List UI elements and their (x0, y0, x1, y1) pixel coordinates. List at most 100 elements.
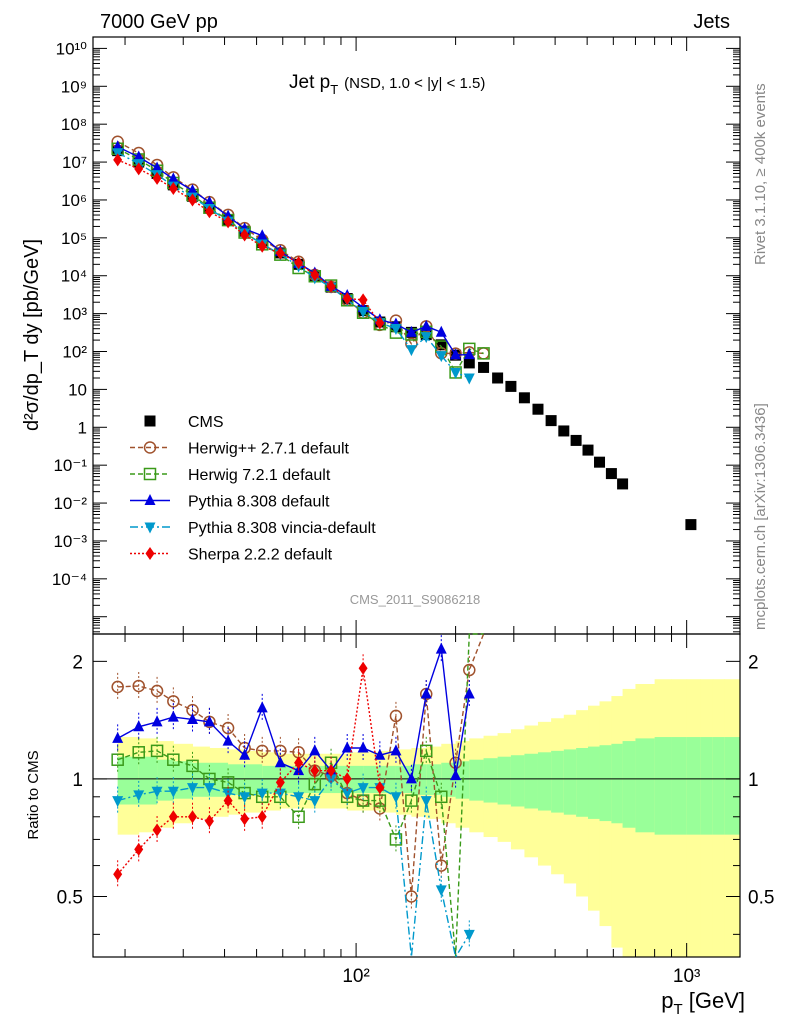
sherpa-2-2-2-default-ratio-point (358, 661, 368, 675)
herwig-2-7-1-default-ratio-point (221, 721, 235, 735)
pythia-8-308-vincia-default-point (450, 367, 462, 379)
sherpa-2-2-2-default-point (168, 182, 178, 196)
sherpa-2-2-2-default-point (326, 279, 336, 293)
inner-band-bin (588, 746, 601, 819)
pythia-8-308-default-ratio-point (222, 734, 234, 746)
sherpa-2-2-2-default-point (310, 268, 320, 282)
sherpa-2-2-2-default-ratio-point (223, 794, 233, 808)
ratio-tick-label: 2 (748, 652, 759, 673)
herwig-7-2-1-default-ratio-point (186, 759, 199, 773)
herwig-7-2-1-default-ratio-point (435, 790, 448, 804)
inner-band-bin (622, 741, 636, 828)
legend-herwig-7-2-1-default-label: Herwig 7.2.1 default (188, 467, 331, 484)
cms-point (518, 392, 530, 404)
legend-sherpa-2-2-2-default-label: Sherpa 2.2.2 default (188, 547, 333, 564)
sherpa-2-2-2-default-ratio-line (117, 668, 381, 875)
inner-band-bin (576, 748, 589, 817)
legend-herwig-2-7-1-default-marker (143, 441, 157, 454)
pythia-8-308-default-ratio-point (450, 769, 462, 781)
x-tick-label: 10³ (673, 966, 700, 987)
y-tick-label: 10 (68, 380, 87, 399)
pythia-8-308-vincia-default-ratio-point (133, 790, 145, 802)
pythia-8-308-default-point (463, 348, 475, 360)
sherpa-2-2-2-default-ratio-point (294, 756, 304, 770)
herwig-2-7-1-default-ratio-point (463, 663, 476, 677)
sherpa-2-2-2-default-ratio-point (204, 814, 214, 828)
sherpa-2-2-2-default-ratio-point (168, 810, 178, 824)
sherpa-2-2-2-default-point (257, 239, 267, 253)
x-axis-label: pT [GeV] (661, 988, 745, 1018)
pythia-8-308-default-point (203, 195, 215, 207)
herwig-2-7-1-default-ratio-point (167, 695, 180, 708)
pythia-8-308-vincia-default-ratio-point (325, 774, 337, 786)
sherpa-2-2-2-default-point (240, 228, 250, 242)
pythia-8-308-vincia-default-point (435, 351, 447, 363)
sherpa-2-2-2-default-line (117, 159, 381, 324)
pythia-8-308-vincia-default-point (463, 373, 475, 385)
legend: CMS Herwig++ 2.7.1 default Herwig 7.2.1 de… (130, 414, 376, 564)
inner-band-bin (551, 750, 565, 813)
herwig-7-2-1-default-ratio-point (167, 753, 180, 766)
sherpa-2-2-2-default-point (358, 293, 368, 307)
herwig-7-2-1-default-ratio-point (389, 833, 403, 846)
pythia-8-308-vincia-default-ratio-point (222, 788, 234, 800)
y-tick-label: 10⁷ (62, 153, 87, 172)
pythia-8-308-vincia-default-ratio-point (151, 786, 163, 798)
sherpa-2-2-2-default-ratio-point (113, 867, 123, 881)
herwig-2-7-1-default-ratio-point (435, 859, 448, 872)
pythia-8-308-default-ratio-point (357, 741, 369, 753)
inner-band-bin (537, 752, 552, 811)
pythia-8-308-default-point (187, 184, 199, 196)
pythia-8-308-vincia-default-ratio-point (309, 796, 321, 808)
pythia-8-308-vincia-default-ratio-point (203, 783, 215, 795)
pythia-8-308-default-point (405, 325, 417, 337)
pythia-8-308-vincia-default-line (117, 152, 470, 379)
y-tick-label: 10⁵ (61, 229, 87, 248)
pythia-8-308-default-ratio-point (274, 756, 286, 768)
pythia-8-308-default-point (435, 325, 447, 337)
herwig-2-7-1-default-line (117, 141, 484, 355)
rivet-label: Rivet 3.1.10, ≥ 400k events (752, 83, 769, 265)
pythia-8-308-default-ratio-point (420, 687, 432, 699)
sherpa-2-2-2-default-point (204, 205, 214, 219)
ratio-tick-label: 0.5 (748, 888, 774, 909)
sherpa-2-2-2-default-point (113, 153, 123, 167)
legend-herwig-7-2-1-default-marker (143, 467, 157, 481)
pythia-8-308-vincia-default-ratio-point (341, 788, 353, 800)
pythia-8-308-default-ratio-point (187, 712, 199, 724)
herwig-7-2-1-default-ratio-point (111, 753, 124, 766)
sherpa-2-2-2-default-ratio-point (342, 772, 352, 786)
sherpa-2-2-2-default-ratio-point (152, 823, 162, 837)
inner-band-bin (262, 765, 281, 794)
pythia-8-308-vincia-default-ratio-point (112, 796, 124, 808)
inner-band-bin (157, 759, 174, 801)
sherpa-2-2-2-default-point (375, 316, 385, 330)
header-left: 7000 GeV pp (100, 11, 218, 33)
ratio-tick-label: 1 (748, 770, 759, 791)
mcplots-label: mcplots.cern.ch [arXiv:1306.3436] (752, 403, 769, 630)
y-tick-label: 1 (78, 418, 87, 437)
herwig-7-2-1-default-ratio-line (117, 633, 484, 958)
pythia-8-308-default-ratio-point (309, 744, 321, 756)
watermark: CMS_2011_S9086218 (350, 592, 481, 607)
inner-band-bin (469, 759, 485, 801)
ratio-panel: 10² 10³ 0.5 0.5 1 1 2 2 (57, 633, 774, 987)
legend-pythia-8-308-default-label: Pythia 8.308 default (188, 494, 330, 511)
herwig-7-2-1-default-ratio-point (150, 744, 164, 758)
pythia-8-308-default-ratio-point (405, 772, 417, 784)
pythia-8-308-vincia-default-ratio-point (293, 792, 305, 804)
pythia-8-308-default-ratio-point (239, 748, 251, 760)
inner-band-bin (654, 737, 673, 835)
ratio-tick-label: 1 (72, 770, 83, 791)
pythia-8-308-vincia-default-point (390, 323, 402, 335)
legend-sherpa-2-2-2-default-marker (145, 547, 155, 560)
pythia-8-308-default-point (167, 172, 179, 184)
sherpa-2-2-2-default-ratio-point (188, 810, 198, 824)
cms-point (685, 519, 697, 531)
sherpa-2-2-2-default-ratio-point (326, 764, 336, 778)
sherpa-2-2-2-default-ratio-point (375, 781, 385, 795)
sherpa-2-2-2-default-point (342, 292, 352, 306)
y-tick-label: 10⁻⁴ (52, 570, 87, 589)
sherpa-2-2-2-default-ratio-point (240, 812, 250, 826)
herwig-2-7-1-default-ratio-point (111, 680, 124, 694)
